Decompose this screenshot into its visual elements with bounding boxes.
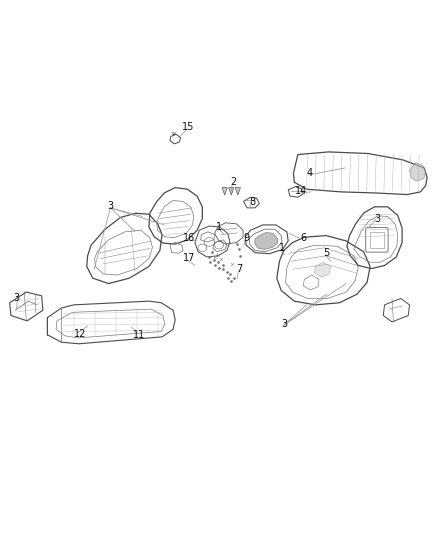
Text: 3: 3 — [107, 201, 113, 211]
Text: 3: 3 — [14, 294, 20, 303]
Text: 1: 1 — [216, 222, 223, 232]
Text: 8: 8 — [249, 197, 255, 207]
Text: 17: 17 — [183, 253, 195, 263]
Polygon shape — [229, 188, 234, 195]
Text: 14: 14 — [295, 187, 307, 196]
Text: 6: 6 — [300, 233, 307, 243]
Text: 3: 3 — [282, 319, 288, 329]
Text: 11: 11 — [133, 330, 145, 340]
Polygon shape — [222, 188, 227, 195]
Text: 2: 2 — [230, 177, 237, 187]
Text: 15: 15 — [182, 122, 194, 132]
Text: 9: 9 — [243, 233, 249, 243]
Text: 3: 3 — [374, 214, 381, 223]
Polygon shape — [255, 232, 278, 249]
Polygon shape — [314, 262, 331, 277]
Text: 5: 5 — [323, 248, 329, 258]
Text: 4: 4 — [307, 168, 313, 177]
Polygon shape — [235, 188, 240, 195]
Bar — [370, 232, 384, 248]
Text: 16: 16 — [183, 233, 195, 243]
Text: 1: 1 — [279, 243, 285, 253]
Text: 12: 12 — [74, 329, 86, 338]
Polygon shape — [410, 163, 426, 181]
Text: 7: 7 — [237, 264, 243, 274]
